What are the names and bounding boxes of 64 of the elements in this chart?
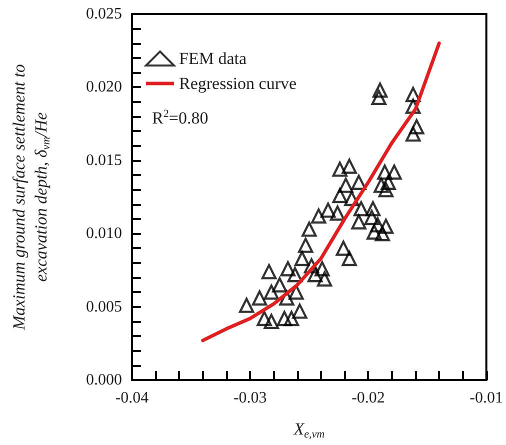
point bbox=[406, 126, 421, 142]
point bbox=[238, 298, 254, 313]
point bbox=[365, 201, 381, 216]
point bbox=[371, 90, 386, 106]
point bbox=[377, 164, 392, 180]
point bbox=[276, 310, 292, 326]
point bbox=[380, 174, 396, 190]
x-tick-label: -0.02 bbox=[352, 390, 385, 406]
point bbox=[280, 261, 296, 276]
point bbox=[284, 310, 300, 326]
point bbox=[302, 222, 317, 237]
point bbox=[332, 162, 348, 177]
legend-label: Regression curve bbox=[179, 74, 297, 93]
point bbox=[378, 218, 394, 234]
point bbox=[264, 284, 279, 300]
point bbox=[261, 264, 277, 280]
x-tick-label: -0.04 bbox=[115, 390, 149, 406]
point bbox=[304, 258, 320, 274]
point bbox=[292, 304, 308, 319]
point bbox=[366, 224, 382, 240]
point bbox=[279, 290, 294, 306]
y-tick-label: 0.005 bbox=[86, 298, 122, 316]
point bbox=[298, 238, 314, 253]
point bbox=[364, 210, 380, 226]
y-tick-label: 0.000 bbox=[86, 372, 122, 388]
point bbox=[374, 226, 390, 242]
point bbox=[320, 202, 336, 218]
y-tick-label: 0.010 bbox=[86, 225, 122, 242]
point bbox=[354, 201, 369, 216]
point bbox=[287, 266, 303, 282]
point bbox=[370, 217, 386, 232]
point bbox=[344, 190, 360, 206]
point bbox=[314, 261, 330, 276]
y-tick-label: 0.025 bbox=[86, 6, 122, 22]
point bbox=[374, 178, 389, 193]
legend-label: FEM data bbox=[179, 49, 247, 68]
point bbox=[338, 178, 354, 193]
annotation: R$^{2}$=0.80 bbox=[152, 107, 208, 129]
point bbox=[351, 174, 366, 190]
point bbox=[256, 310, 272, 326]
point bbox=[294, 250, 310, 266]
y-tick-label: 0.020 bbox=[86, 78, 122, 96]
point bbox=[307, 266, 323, 282]
y-tick-label: 0.015 bbox=[86, 152, 122, 169]
point bbox=[316, 271, 332, 287]
point bbox=[288, 284, 304, 300]
point bbox=[252, 290, 268, 306]
point bbox=[264, 314, 279, 330]
point bbox=[386, 164, 402, 180]
point bbox=[342, 250, 357, 266]
x-tick-label: -0.01 bbox=[470, 390, 503, 406]
point bbox=[272, 277, 288, 292]
point bbox=[406, 86, 421, 102]
point bbox=[372, 82, 388, 98]
point bbox=[378, 182, 394, 198]
point bbox=[406, 98, 421, 114]
point bbox=[311, 208, 326, 224]
point bbox=[409, 119, 424, 134]
point bbox=[336, 240, 352, 256]
point bbox=[330, 206, 346, 221]
point bbox=[342, 158, 357, 174]
point bbox=[332, 188, 348, 204]
x-tick-label: -0.03 bbox=[233, 390, 267, 406]
point bbox=[351, 214, 366, 230]
